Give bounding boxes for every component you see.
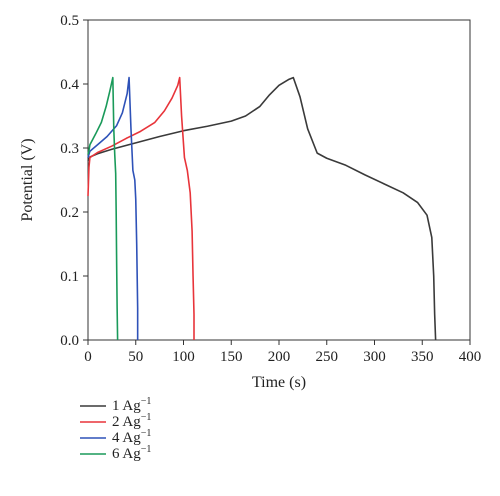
series-line-4 xyxy=(87,76,119,341)
legend-label: 4 Ag−1 xyxy=(112,428,151,446)
x-tick-label: 250 xyxy=(316,349,339,365)
series-layer xyxy=(87,76,437,341)
plot-frame xyxy=(87,19,471,341)
x-tick-label: 50 xyxy=(128,349,143,365)
x-tick-label: 0 xyxy=(84,349,92,365)
legend: 1 Ag−12 Ag−14 Ag−16 Ag−1 xyxy=(80,396,151,462)
x-tick-label: 150 xyxy=(220,349,243,365)
legend-label-superscript: −1 xyxy=(141,396,152,407)
y-tick-label: 0.0 xyxy=(60,333,79,349)
series-line-1 xyxy=(87,76,437,341)
y-tick-label: 0.1 xyxy=(60,269,79,285)
legend-label-text: 1 Ag xyxy=(112,398,141,414)
legend-label-text: 2 Ag xyxy=(112,414,141,430)
x-tick-label: 350 xyxy=(411,349,434,365)
x-tick-label: 100 xyxy=(172,349,195,365)
y-tick-label: 0.5 xyxy=(60,13,79,29)
tick-layer: 0 50 100 150 200 250 300 350 400 0.0 0.1 0.2 0.3 0.4 0… xyxy=(60,13,481,365)
series-line-2 xyxy=(87,76,195,340)
legend-label-text: 4 Ag xyxy=(112,430,141,446)
x-tick-label: 200 xyxy=(268,349,291,365)
y-axis-title: Potential (V) xyxy=(19,138,36,221)
legend-label-superscript: −1 xyxy=(141,428,152,439)
series-line-3 xyxy=(87,76,139,340)
axes-frame xyxy=(87,19,471,341)
x-axis-title: Time (s) xyxy=(252,374,306,391)
x-tick-label: 400 xyxy=(459,349,482,365)
legend-label-superscript: −1 xyxy=(141,444,152,455)
x-tick-label: 300 xyxy=(363,349,386,365)
y-tick-label: 0.4 xyxy=(60,77,79,93)
legend-label-text: 6 Ag xyxy=(112,446,141,462)
y-tick-label: 0.3 xyxy=(60,141,79,157)
legend-label: 6 Ag−1 xyxy=(112,444,151,462)
legend-label-superscript: −1 xyxy=(141,412,152,423)
y-tick-label: 0.2 xyxy=(60,205,79,221)
legend-label: 2 Ag−1 xyxy=(112,412,151,430)
legend-label: 1 Ag−1 xyxy=(112,396,151,414)
